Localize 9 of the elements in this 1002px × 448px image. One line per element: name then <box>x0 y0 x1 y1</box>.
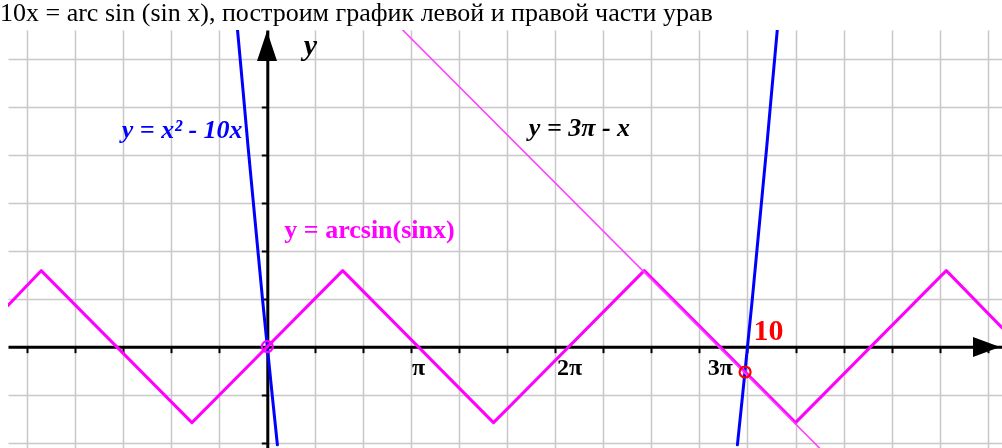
x-tick-label: 2π <box>556 354 583 381</box>
series-label: y = 3π - x <box>525 112 631 142</box>
y-axis-title: y <box>300 27 318 61</box>
series-label: y = x² - 10x <box>118 114 243 144</box>
series-label: y = arcsin(sinx) <box>284 214 455 244</box>
annotation: 10 <box>753 312 784 346</box>
x-tick-label: 3π <box>707 354 733 381</box>
chart-title: 10x = arc sin (sin x), построим график левой и правой части урав <box>0 0 713 27</box>
x-tick-label: π <box>412 354 426 381</box>
